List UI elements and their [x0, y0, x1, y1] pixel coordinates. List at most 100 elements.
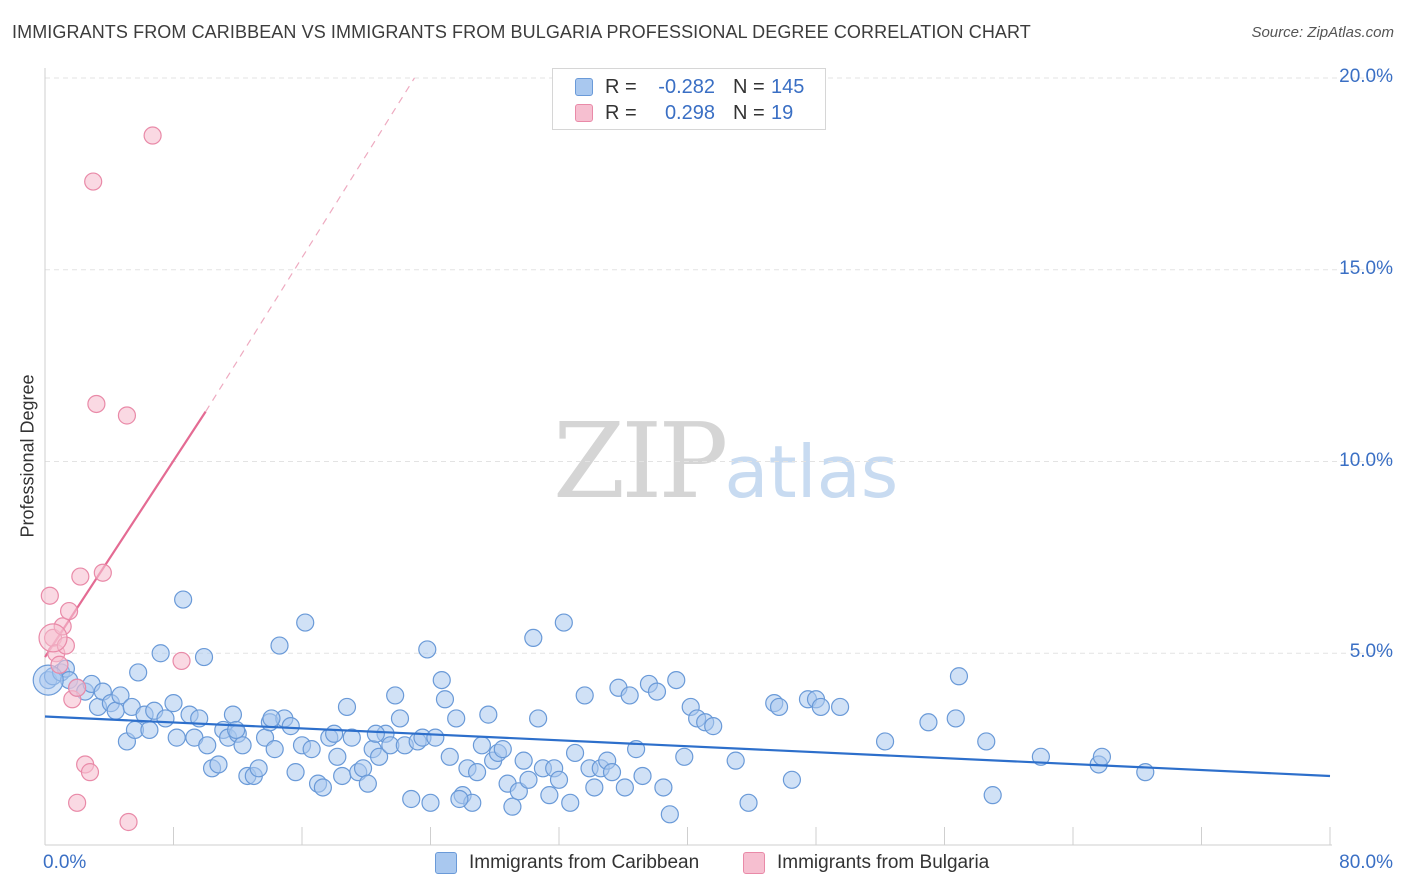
- legend-row-caribbean: R = -0.282 N = 145: [575, 75, 811, 99]
- caribbean-point: [447, 709, 466, 728]
- caribbean-point: [1031, 747, 1050, 766]
- bulgaria-point: [40, 586, 59, 605]
- legend-row-bulgaria: R = 0.298 N = 19: [575, 101, 811, 125]
- caribbean-point: [353, 759, 373, 778]
- legend-n-label: N =: [733, 101, 765, 124]
- caribbean-point: [467, 763, 487, 782]
- caribbean-point: [366, 724, 385, 743]
- caribbean-point: [602, 763, 622, 782]
- caribbean-trend-line: [44, 715, 1331, 778]
- series-swatch-caribbean: [435, 852, 457, 874]
- legend-r-label: R =: [605, 75, 637, 98]
- y-tick-label: 15.0%: [1339, 257, 1393, 279]
- legend-n-value: 19: [771, 101, 794, 124]
- caribbean-point: [875, 732, 895, 751]
- caribbean-point: [565, 743, 585, 763]
- caribbean-point: [620, 686, 639, 705]
- bulgaria-point: [117, 406, 137, 425]
- caribbean-point: [667, 670, 686, 690]
- legend-swatch-caribbean: [575, 78, 593, 96]
- caribbean-point: [262, 709, 281, 728]
- x-tick-label: 80.0%: [1339, 852, 1393, 873]
- caribbean-point: [249, 759, 268, 778]
- caribbean-point: [337, 697, 357, 717]
- caribbean-point: [493, 740, 512, 759]
- caribbean-point: [514, 751, 533, 770]
- caribbean-point: [554, 613, 573, 632]
- caribbean-point: [503, 797, 522, 816]
- caribbean-point: [281, 717, 300, 736]
- caribbean-point: [949, 667, 969, 686]
- caribbean-point: [129, 663, 148, 682]
- caribbean-point: [302, 740, 321, 759]
- caribbean-points: [32, 590, 1155, 824]
- caribbean-point: [342, 728, 361, 747]
- series-swatch-bulgaria: [743, 852, 765, 874]
- bulgaria-point: [80, 763, 100, 782]
- legend-swatch-bulgaria: [575, 104, 593, 122]
- legend-n-value: 145: [771, 75, 805, 98]
- caribbean-point: [633, 766, 652, 786]
- caribbean-point: [265, 740, 284, 759]
- caribbean-point: [333, 766, 352, 786]
- y-axis-title: Professional Degree: [17, 374, 38, 538]
- bulgaria-point: [68, 793, 87, 812]
- caribbean-point: [164, 694, 183, 713]
- caribbean-point: [233, 736, 252, 755]
- caribbean-point: [151, 644, 170, 663]
- bulgaria-point-cluster: [38, 623, 68, 653]
- caribbean-point: [386, 686, 405, 705]
- caribbean-point: [270, 636, 289, 655]
- bulgaria-point: [172, 651, 191, 671]
- caribbean-point: [782, 770, 802, 789]
- bulgaria-point: [119, 812, 138, 832]
- caribbean-point: [549, 770, 569, 789]
- caribbean-point: [472, 736, 491, 755]
- legend-r-value: 0.298: [664, 101, 715, 124]
- bulgaria-point: [87, 394, 106, 414]
- caribbean-trend-group: [44, 715, 1331, 778]
- caribbean-point: [519, 770, 538, 789]
- y-tick-label: 10.0%: [1339, 449, 1393, 471]
- series-legend-caribbean[interactable]: Immigrants from Caribbean: [435, 852, 699, 874]
- caribbean-point: [654, 778, 673, 797]
- caribbean-point: [209, 755, 228, 774]
- caribbean-point: [296, 613, 315, 632]
- caribbean-point: [540, 786, 559, 805]
- y-tick-label: 20.0%: [1339, 66, 1393, 87]
- bulgaria-point: [68, 678, 87, 697]
- chart-title: IMMIGRANTS FROM CARIBBEAN VS IMMIGRANTS …: [12, 22, 1031, 42]
- caribbean-point: [167, 728, 186, 747]
- caribbean-point: [174, 590, 193, 609]
- caribbean-point: [198, 736, 217, 755]
- caribbean-point: [830, 697, 850, 717]
- caribbean-point: [739, 793, 758, 812]
- axes: [44, 68, 1332, 846]
- watermark-atlas: atlas: [724, 430, 899, 514]
- caribbean-point: [426, 728, 445, 747]
- caribbean-point: [1092, 747, 1112, 766]
- caribbean-point: [440, 747, 459, 766]
- caribbean-point: [675, 747, 694, 766]
- bulgaria-trend-extension: [205, 77, 415, 412]
- caribbean-point: [575, 686, 594, 705]
- series-label-bulgaria: Immigrants from Bulgaria: [777, 852, 990, 873]
- gridlines: [45, 77, 1392, 654]
- caribbean-point: [660, 805, 679, 824]
- caribbean-point: [450, 789, 469, 809]
- caribbean-point: [529, 709, 548, 728]
- bulgaria-point: [50, 655, 69, 674]
- caribbean-point: [286, 763, 305, 782]
- caribbean-point: [432, 670, 451, 690]
- bulgaria-point: [59, 601, 79, 621]
- series-legend-bulgaria[interactable]: Immigrants from Bulgaria: [743, 852, 989, 874]
- bulgaria-point: [84, 172, 103, 191]
- bulgaria-points: [38, 126, 191, 832]
- caribbean-point: [585, 778, 604, 797]
- caribbean-point: [977, 732, 996, 751]
- legend-r-label: R =: [605, 101, 637, 124]
- caribbean-point: [811, 697, 830, 717]
- caribbean-point: [223, 705, 243, 724]
- caribbean-point: [946, 709, 965, 728]
- caribbean-point: [140, 720, 159, 740]
